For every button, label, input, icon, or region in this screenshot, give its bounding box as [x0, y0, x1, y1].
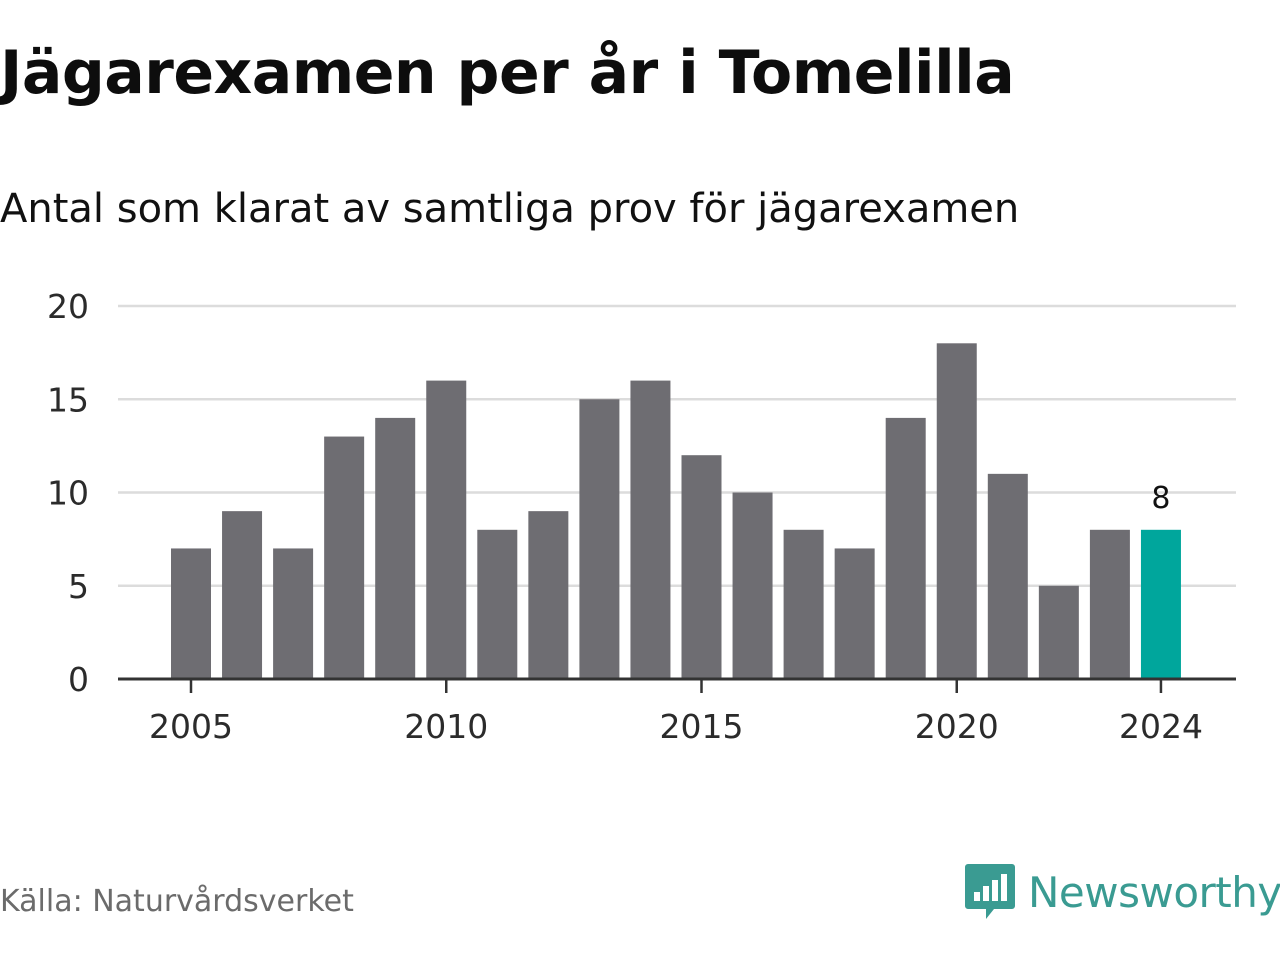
x-tick-label: 2024 — [1119, 707, 1203, 746]
bar — [630, 380, 671, 679]
chart-title: Jägarexamen per år i Tomelilla — [0, 38, 1015, 108]
y-tick-label: 10 — [47, 474, 89, 513]
x-tick-label: 2005 — [149, 707, 233, 746]
bar — [987, 473, 1028, 679]
x-tick-label: 2015 — [660, 707, 744, 746]
bar — [681, 455, 722, 679]
data-labels: 8 — [1151, 481, 1170, 516]
bar — [579, 399, 620, 679]
bar — [171, 548, 211, 679]
bars — [171, 343, 1181, 679]
y-tick-label: 5 — [68, 567, 89, 606]
bar — [324, 436, 365, 679]
bar — [273, 548, 314, 679]
bar — [885, 417, 926, 679]
chat-bar-chart-icon — [965, 864, 1015, 919]
bar — [834, 548, 875, 679]
y-tick-label: 20 — [47, 287, 89, 326]
bar — [936, 343, 977, 679]
bar — [1038, 585, 1079, 679]
bar — [1140, 529, 1181, 679]
bar — [732, 492, 773, 679]
bar — [222, 511, 263, 679]
y-tick-label: 15 — [47, 380, 89, 419]
bar — [1089, 529, 1130, 679]
chart-subtitle: Antal som klarat av samtliga prov för jä… — [0, 186, 1020, 232]
brand-name: Newsworthy — [1028, 867, 1280, 917]
brand-logo[interactable]: Newsworthy — [964, 862, 1280, 922]
y-axis-ticks: 0 5 10 15 20 — [47, 287, 89, 699]
source-note: Källa: Naturvårdsverket — [0, 884, 354, 919]
bar — [477, 529, 518, 679]
y-tick-label: 0 — [68, 660, 89, 699]
x-axis: 2005 2010 2015 2020 2024 — [118, 677, 1236, 746]
bar — [426, 380, 467, 679]
x-tick-label: 2010 — [404, 707, 488, 746]
gridlines — [118, 304, 1236, 587]
data-label: 8 — [1151, 481, 1170, 516]
bar — [783, 529, 824, 679]
bar — [375, 417, 416, 679]
x-tick-label: 2020 — [915, 707, 999, 746]
bar — [528, 511, 569, 679]
